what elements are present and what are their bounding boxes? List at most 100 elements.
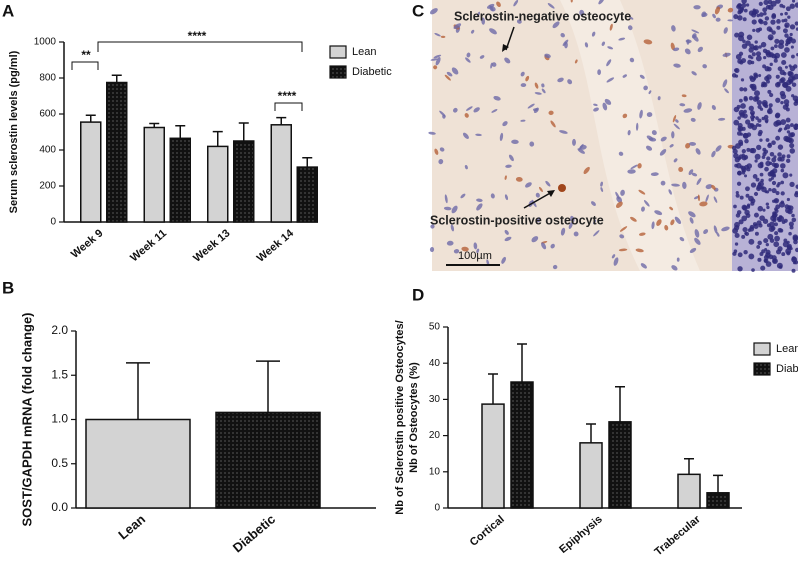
marrow-cell	[758, 18, 763, 24]
marrow-cell	[755, 51, 762, 57]
cell	[669, 144, 674, 148]
marrow-cell	[736, 210, 742, 215]
marrow-cell	[758, 45, 762, 49]
marrow-cell	[791, 268, 796, 273]
marrow-cell	[738, 109, 745, 116]
marrow-cell	[776, 25, 781, 30]
marrow-cell	[767, 34, 774, 41]
marrow-cell	[794, 2, 798, 8]
marrow-cell	[785, 42, 789, 47]
cell	[643, 39, 653, 45]
cell	[601, 41, 605, 46]
cell	[609, 23, 613, 31]
panel-label: D	[412, 285, 424, 304]
cell	[681, 94, 687, 98]
cell	[657, 96, 661, 101]
marrow-cell	[783, 18, 788, 23]
marrow-cell	[742, 205, 748, 211]
scale-bar-label: 100µm	[458, 250, 492, 262]
cell	[541, 83, 545, 88]
y-axis-label: Nb of Osteocytes (%)	[408, 362, 420, 473]
cell	[656, 219, 662, 226]
marrow-cell	[739, 6, 745, 11]
cell	[630, 164, 638, 170]
bar	[481, 403, 505, 509]
marrow-cell	[741, 149, 746, 154]
cell	[481, 17, 486, 25]
marrow-cell	[764, 166, 769, 172]
marrow-cell	[754, 231, 759, 236]
marrow-cell	[751, 85, 757, 92]
marrow-cell	[769, 151, 775, 157]
cell	[464, 164, 468, 170]
cell	[511, 139, 519, 145]
marrow-cell	[791, 0, 796, 3]
cell	[648, 90, 652, 95]
marrow-cell	[757, 118, 762, 123]
marrow-cell	[756, 220, 762, 226]
cell	[693, 5, 701, 10]
cell	[722, 79, 728, 88]
marrow-cell	[765, 242, 769, 247]
panel-label: C	[412, 1, 424, 20]
cell	[504, 175, 507, 180]
bar	[510, 381, 534, 509]
marrow-cell	[763, 238, 769, 244]
marrow-cell	[743, 8, 748, 13]
x-tick-label: Diabetic	[230, 511, 278, 555]
marrow-cell	[765, 4, 771, 10]
cell	[520, 83, 527, 88]
marrow-cell	[738, 35, 745, 42]
marrow-cell	[766, 26, 772, 32]
cell	[534, 92, 542, 95]
marrow-cell	[786, 158, 791, 163]
marrow-cell	[794, 123, 798, 128]
marrow-cell	[777, 152, 782, 157]
cell	[562, 39, 569, 46]
marrow-cell	[771, 187, 777, 194]
cell	[697, 194, 700, 202]
marrow-cell	[792, 234, 798, 240]
y-tick-label: 1.0	[51, 412, 68, 426]
cell	[473, 242, 478, 250]
marrow-cell	[755, 123, 760, 127]
marrow-cell	[741, 3, 747, 8]
marrow-cell	[752, 174, 758, 179]
marrow-cell	[788, 221, 794, 227]
cell	[520, 119, 526, 122]
marrow-cell	[756, 245, 761, 249]
cell	[541, 242, 547, 250]
marrow-cell	[739, 60, 744, 65]
cell	[627, 130, 631, 136]
marrow-cell	[787, 205, 792, 210]
cell	[559, 130, 568, 134]
cell	[664, 225, 669, 231]
marrow-cell	[754, 40, 758, 44]
marrow-cell	[790, 132, 796, 138]
marrow-cell	[747, 59, 753, 65]
cell	[534, 82, 539, 89]
x-tick-label: Week 11	[128, 227, 169, 264]
cell	[694, 229, 700, 238]
marrow-cell	[778, 43, 784, 50]
bar	[233, 140, 255, 223]
marrow-cell	[756, 184, 762, 190]
bar	[80, 121, 102, 223]
cell	[606, 77, 615, 83]
marrow-cell	[734, 232, 740, 239]
marrow-cell	[739, 165, 744, 169]
marrow-cell	[769, 62, 773, 67]
marrow-cell	[744, 164, 749, 170]
cell	[674, 216, 682, 225]
cell	[508, 154, 514, 162]
cell	[618, 151, 624, 156]
marrow-cell	[753, 72, 758, 78]
marrow-cell	[784, 22, 790, 28]
marrow-cell	[746, 34, 753, 41]
cell	[622, 74, 627, 78]
cell	[695, 148, 701, 155]
cell	[476, 11, 481, 18]
marrow-cell	[768, 187, 772, 192]
marrow-cell	[775, 135, 781, 141]
marrow-cell	[767, 233, 774, 240]
